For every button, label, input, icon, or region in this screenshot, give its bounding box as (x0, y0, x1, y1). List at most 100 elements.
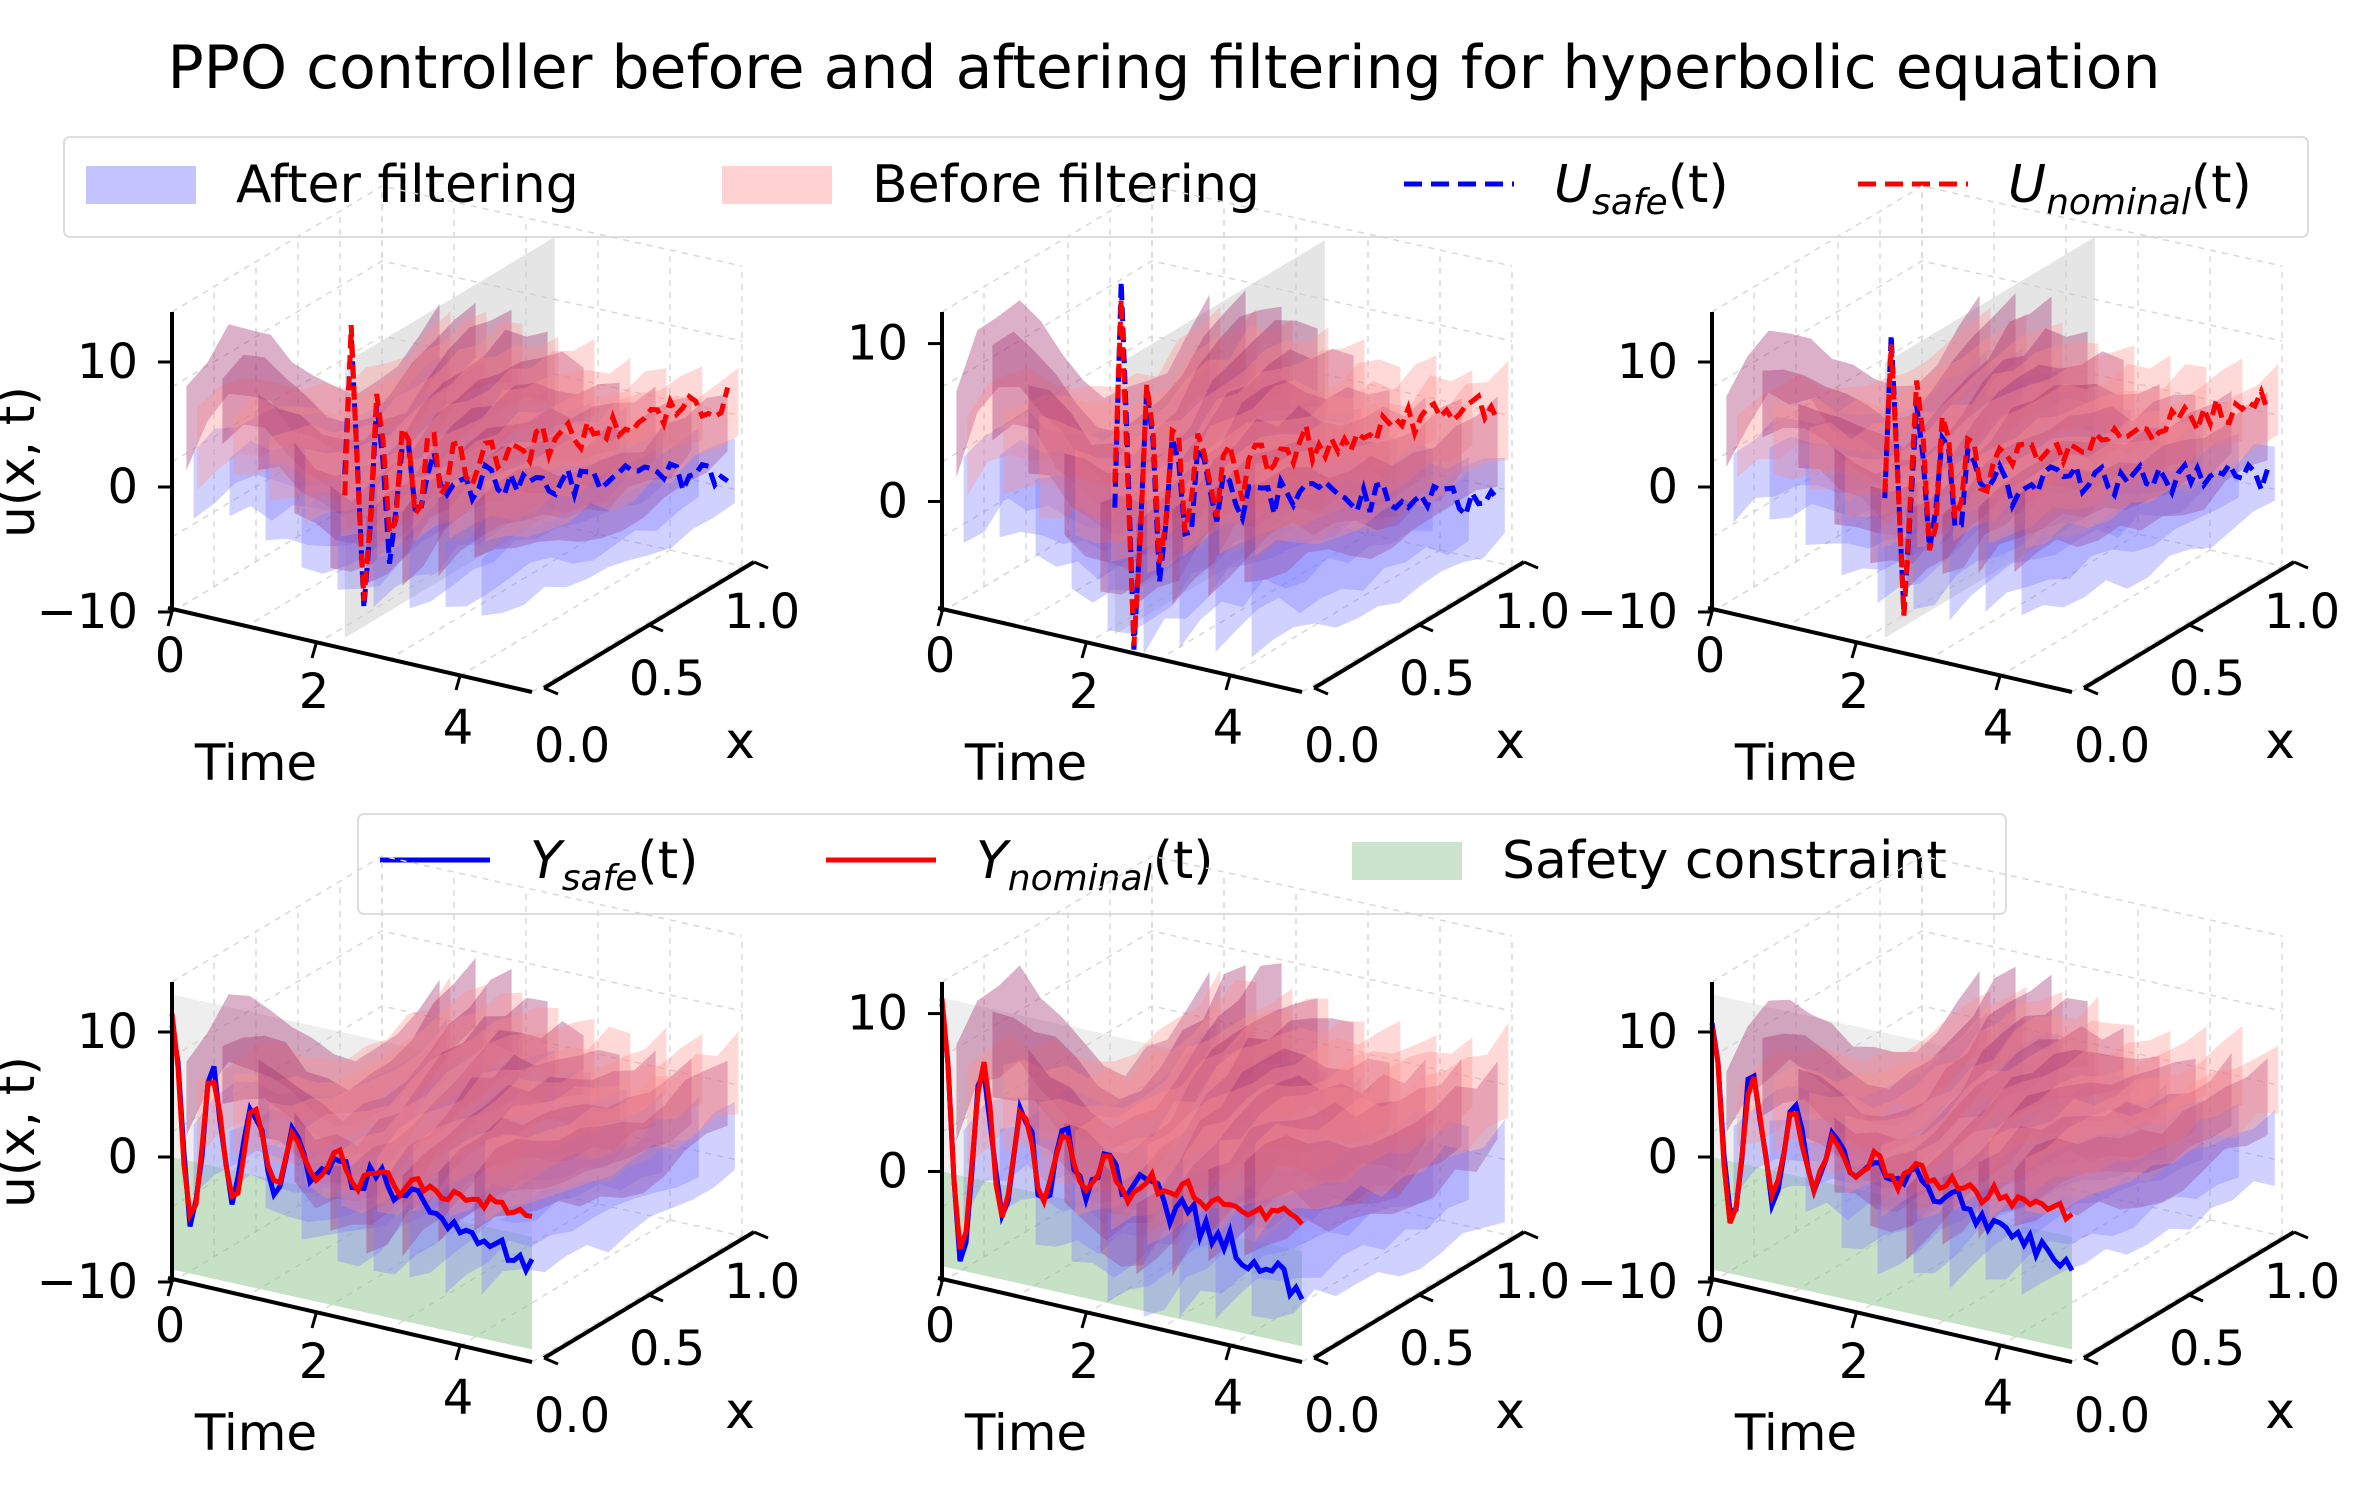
surface-overlap (1906, 1049, 2160, 1260)
surface-before-filtering (1075, 327, 1329, 544)
time-tick-label: 0 (1695, 628, 1726, 684)
traces (1112, 281, 1500, 650)
time-tick-label: 4 (1983, 1370, 2014, 1426)
surface-after-filtering (265, 369, 519, 547)
surface-after-filtering (1215, 457, 1469, 652)
surface-overlap (258, 309, 512, 516)
x-tick-label: 1.0 (1494, 1254, 1570, 1310)
surface-after-filtering (1733, 1013, 1987, 1199)
legend-label-ynominal: Ynominal(t) (976, 831, 1214, 899)
surface-before-filtering (413, 1027, 667, 1211)
surface-overlap (330, 1021, 584, 1231)
surface-before-filtering (1917, 1031, 2171, 1220)
surface-before-filtering (1255, 1022, 1509, 1241)
surface-overlap (1762, 966, 2016, 1152)
time-tick-mark (1080, 643, 1088, 659)
time-tick-mark (454, 1345, 462, 1361)
traces (1882, 334, 2270, 617)
surface-after-filtering (2021, 443, 2275, 616)
grid-line (1927, 533, 2139, 661)
time-tick-label: 4 (1213, 700, 1244, 756)
surface-overlap (992, 965, 1246, 1188)
surface-overlap (956, 965, 1210, 1163)
grid-line (941, 930, 1513, 1058)
z-tick-label: 10 (847, 986, 908, 1042)
grid-line (1301, 565, 1513, 693)
surface-before-filtering (233, 984, 487, 1154)
surface-after-filtering (1251, 1119, 1505, 1320)
x-tick-mark (753, 1230, 769, 1240)
surfaces (186, 958, 739, 1295)
legend-label-ynominal-tail: (t) (1153, 831, 1214, 891)
surface-overlap (366, 382, 620, 584)
surfaces (1726, 293, 2279, 621)
time-tick-label: 0 (925, 1298, 956, 1354)
time-axis-label: Time (1734, 734, 1857, 792)
surfaces (956, 290, 1509, 658)
surface-overlap (1136, 379, 1390, 605)
time-tick-label: 4 (1213, 1370, 1244, 1426)
grid-line (1711, 185, 2283, 313)
surface-overlap (1244, 1061, 1498, 1256)
surface-before-filtering (1809, 992, 2063, 1175)
surface-overlap (2014, 392, 2268, 573)
x-tick-mark (1418, 1293, 1434, 1303)
surface-overlap (366, 1049, 620, 1254)
z-tick-label: 10 (1617, 1004, 1678, 1060)
surface-overlap (1028, 963, 1282, 1205)
surface-after-filtering (445, 427, 699, 607)
time-tick-mark (1850, 643, 1858, 659)
surface-after-filtering (229, 1030, 483, 1193)
x-tick-label: 0.0 (534, 718, 610, 774)
surface-before-filtering (1773, 313, 2027, 480)
time-tick-mark (936, 1281, 944, 1297)
surface-overlap (1798, 296, 2052, 521)
surface-overlap (1978, 1053, 2232, 1239)
surface-overlap (438, 1058, 692, 1242)
surface-overlap (222, 958, 476, 1156)
grid-line (1157, 533, 1369, 661)
x-tick-mark (543, 686, 559, 696)
surface-overlap (1064, 998, 1318, 1241)
legend-label-usafe: Usafe(t) (1554, 155, 1729, 223)
x-tick-label: 1.0 (724, 584, 800, 640)
surface-overlap (1208, 398, 1462, 597)
axes: 0 10 0 2 4 0.0 0.5 1.0 Time x (847, 312, 1570, 792)
legend-label-ysafe: Ysafe(t) (530, 831, 698, 899)
time-tick-label: 0 (1695, 1298, 1726, 1354)
surface-after-filtering (1251, 457, 1505, 658)
surface-before-filtering (269, 992, 523, 1165)
time-tick-mark (1994, 675, 2002, 691)
surface-overlap (294, 997, 548, 1209)
surface-after-filtering (1071, 1059, 1325, 1278)
surface-after-filtering (1769, 1017, 2023, 1195)
x-tick-mark (2083, 1356, 2099, 1366)
x-axis-label: x (2265, 1382, 2295, 1440)
constraint-plane (172, 994, 532, 1237)
surface-overlap (1942, 394, 2196, 574)
constraint-plane (942, 997, 1302, 1252)
x-tick-mark (1313, 686, 1329, 696)
legend-label-ysafe-main: Y (530, 831, 566, 891)
grid-line (531, 565, 743, 693)
x-tick-mark (753, 560, 769, 570)
surface-before-filtering (967, 969, 1221, 1165)
time-tick-label: 2 (299, 664, 330, 720)
surface-after-filtering (1769, 348, 2023, 520)
surface-before-filtering (1737, 307, 1991, 478)
time-tick-mark (1706, 611, 1714, 627)
z-tick-label: −10 (37, 584, 138, 640)
surface-before-filtering (449, 1033, 703, 1217)
surface-before-filtering (341, 1018, 595, 1214)
surface-before-filtering (1989, 358, 2243, 544)
x-tick-label: 0.0 (534, 1388, 610, 1444)
grid-line (941, 260, 1513, 388)
x-tick-label: 0.5 (1399, 651, 1475, 707)
grid-line (1711, 855, 2283, 983)
surface-after-filtering (963, 1022, 1217, 1221)
constraint-plane (344, 236, 555, 638)
z-axis-label: u(x, t) (0, 1056, 46, 1208)
surface-after-filtering (193, 355, 447, 519)
surface-before-filtering (1953, 1026, 2207, 1211)
